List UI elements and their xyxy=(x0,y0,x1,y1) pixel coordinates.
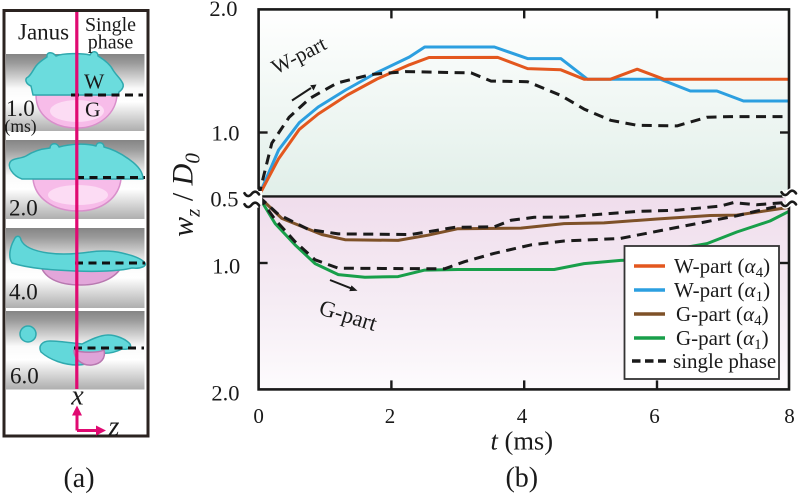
svg-text:Janus: Janus xyxy=(18,20,69,45)
svg-text:wz / D0: wz / D0 xyxy=(167,153,205,237)
svg-text:2.0: 2.0 xyxy=(211,380,239,405)
svg-text:G-part (α1): G-part (α1) xyxy=(676,326,769,353)
svg-text:1.0: 1.0 xyxy=(6,96,35,121)
svg-text:t (ms): t (ms) xyxy=(491,426,554,456)
svg-text:x: x xyxy=(70,381,84,412)
svg-text:2.0: 2.0 xyxy=(9,196,38,221)
svg-text:4: 4 xyxy=(517,404,528,428)
svg-text:4.0: 4.0 xyxy=(9,280,38,305)
svg-text:z: z xyxy=(108,412,120,443)
svg-text:(a): (a) xyxy=(63,463,94,494)
svg-text:8: 8 xyxy=(784,404,795,428)
svg-text:0: 0 xyxy=(253,404,264,428)
svg-text:W-part (α1): W-part (α1) xyxy=(674,278,770,305)
svg-text:(b): (b) xyxy=(505,463,538,494)
svg-text:W: W xyxy=(84,70,105,94)
svg-text:1.0: 1.0 xyxy=(212,254,240,279)
svg-text:6.0: 6.0 xyxy=(10,364,39,389)
svg-text:Single: Single xyxy=(85,14,136,36)
svg-text:G: G xyxy=(85,98,101,122)
svg-text:phase: phase xyxy=(88,32,134,54)
svg-text:2: 2 xyxy=(385,404,396,428)
svg-text:2.0: 2.0 xyxy=(209,0,237,21)
svg-text:G-part (α4): G-part (α4) xyxy=(676,302,769,329)
svg-text:single phase: single phase xyxy=(673,349,776,373)
svg-text:(ms): (ms) xyxy=(5,116,37,136)
svg-text:W-part (α4): W-part (α4) xyxy=(674,254,770,281)
svg-text:0.5: 0.5 xyxy=(210,186,238,211)
svg-text:1.0: 1.0 xyxy=(211,121,239,146)
svg-text:6: 6 xyxy=(649,404,660,428)
